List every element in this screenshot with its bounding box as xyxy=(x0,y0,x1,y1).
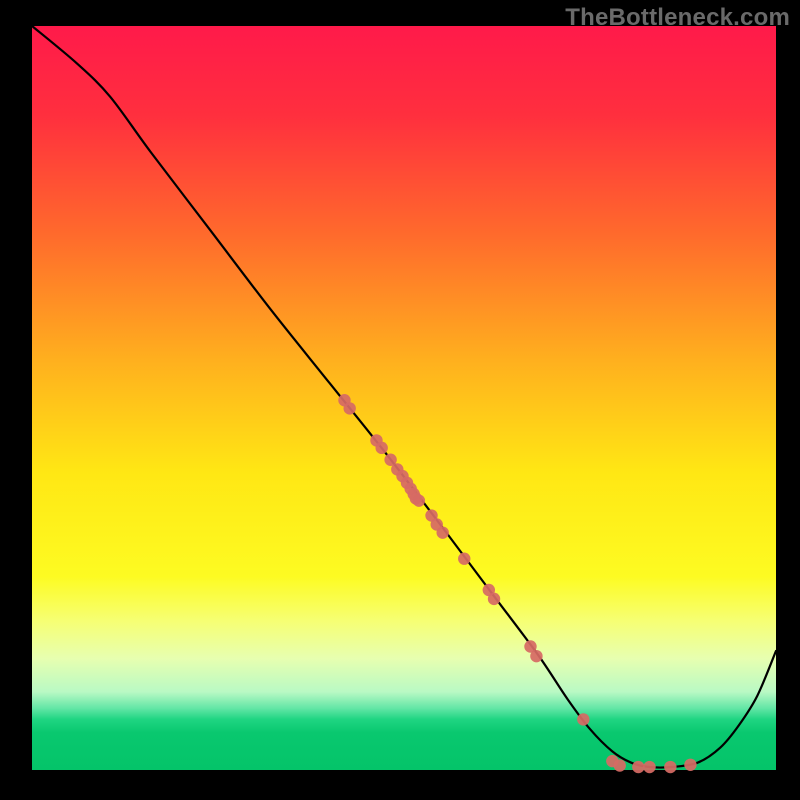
scatter-point xyxy=(436,526,448,538)
scatter-point xyxy=(458,553,470,565)
scatter-point xyxy=(664,761,676,773)
scatter-point xyxy=(413,494,425,506)
scatter-point xyxy=(488,593,500,605)
scatter-point xyxy=(684,759,696,771)
scatter-point xyxy=(632,761,644,773)
gradient-background xyxy=(32,26,776,770)
scatter-point xyxy=(530,650,542,662)
scatter-point xyxy=(643,761,655,773)
scatter-point xyxy=(577,713,589,725)
scatter-point xyxy=(375,442,387,454)
watermark-text: TheBottleneck.com xyxy=(565,4,790,32)
scatter-point xyxy=(614,759,626,771)
scatter-point xyxy=(343,402,355,414)
chart-container: TheBottleneck.com xyxy=(0,0,800,800)
bottleneck-chart xyxy=(0,0,800,800)
